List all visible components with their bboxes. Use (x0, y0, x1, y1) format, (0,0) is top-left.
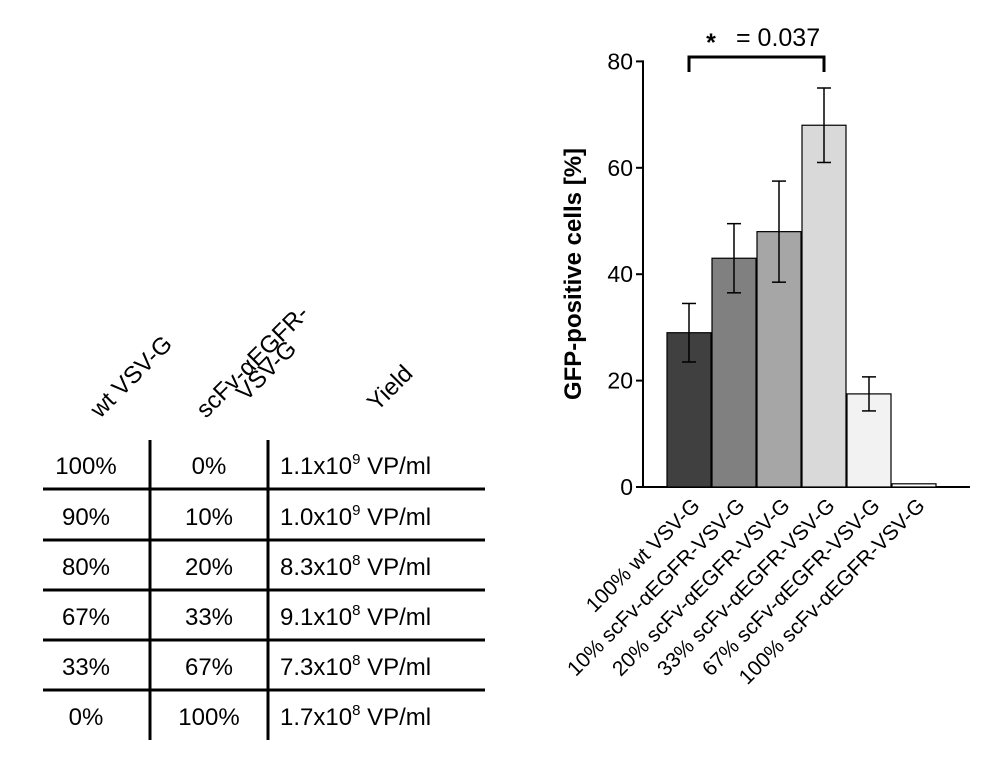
cell-scfv: 67% (185, 654, 233, 681)
cell-yield: 1.1x109 VP/ml (280, 451, 431, 480)
cell-wt: 67% (62, 604, 110, 631)
table-row: 0% 100% 1.7x108 VP/ml (69, 702, 431, 731)
y-tick-label: 80 (607, 48, 633, 74)
cell-scfv: 10% (185, 504, 233, 531)
table-row: 100% 0% 1.1x109 VP/ml (55, 451, 431, 480)
cell-yield: 8.3x108 VP/ml (280, 552, 431, 581)
cell-yield: 7.3x108 VP/ml (280, 652, 431, 681)
cell-wt: 33% (62, 654, 110, 681)
x-tick-labels: 100% wt VSV-G10% scFv-αEGFR-VSV-G20% scF… (563, 494, 930, 689)
table-row: 67% 33% 9.1x108 VP/ml (62, 602, 431, 631)
cell-wt: 90% (62, 504, 110, 531)
cell-scfv: 0% (192, 453, 227, 480)
y-axis-label: GFP-positive cells [%] (560, 148, 587, 400)
table-row: 33% 67% 7.3x108 VP/ml (62, 652, 431, 681)
bar (711, 257, 757, 488)
bar (801, 124, 847, 488)
y-tick-label: 0 (620, 474, 633, 500)
cell-yield: 1.0x109 VP/ml (280, 502, 431, 531)
bar (891, 483, 937, 488)
y-tick-label: 20 (607, 368, 633, 394)
table-row: 90% 10% 1.0x109 VP/ml (62, 502, 431, 531)
table-row: 80% 20% 8.3x108 VP/ml (62, 552, 431, 581)
significance-p-value: = 0.037 (736, 24, 820, 52)
cell-scfv: 33% (185, 604, 233, 631)
y-tick-label: 40 (607, 261, 633, 287)
header-yield: Yield (362, 360, 418, 416)
cell-yield: 1.7x108 VP/ml (280, 702, 431, 731)
header-scfv-line1: scFv-αEGFR- (191, 300, 314, 423)
cell-wt: 80% (62, 554, 110, 581)
significance-annotation: * = 0.037 (687, 24, 826, 72)
significance-bracket (687, 55, 826, 72)
header-wt-vsvg: wt VSV-G (84, 331, 177, 424)
bar-chart: GFP-positive cells [%] 0 20 40 60 80 * = 0.03… (560, 24, 970, 689)
cell-wt: 0% (69, 704, 104, 731)
significance-star: * (706, 29, 716, 57)
cell-wt: 100% (55, 453, 116, 480)
cell-scfv: 100% (178, 704, 239, 731)
cell-scfv: 20% (185, 554, 233, 581)
y-tick-label: 60 (607, 155, 633, 181)
cell-yield: 9.1x108 VP/ml (280, 602, 431, 631)
yield-table: wt VSV-G scFv-αEGFR- VSV-G Yield 100% 0%… (43, 300, 485, 740)
bars (666, 87, 937, 488)
